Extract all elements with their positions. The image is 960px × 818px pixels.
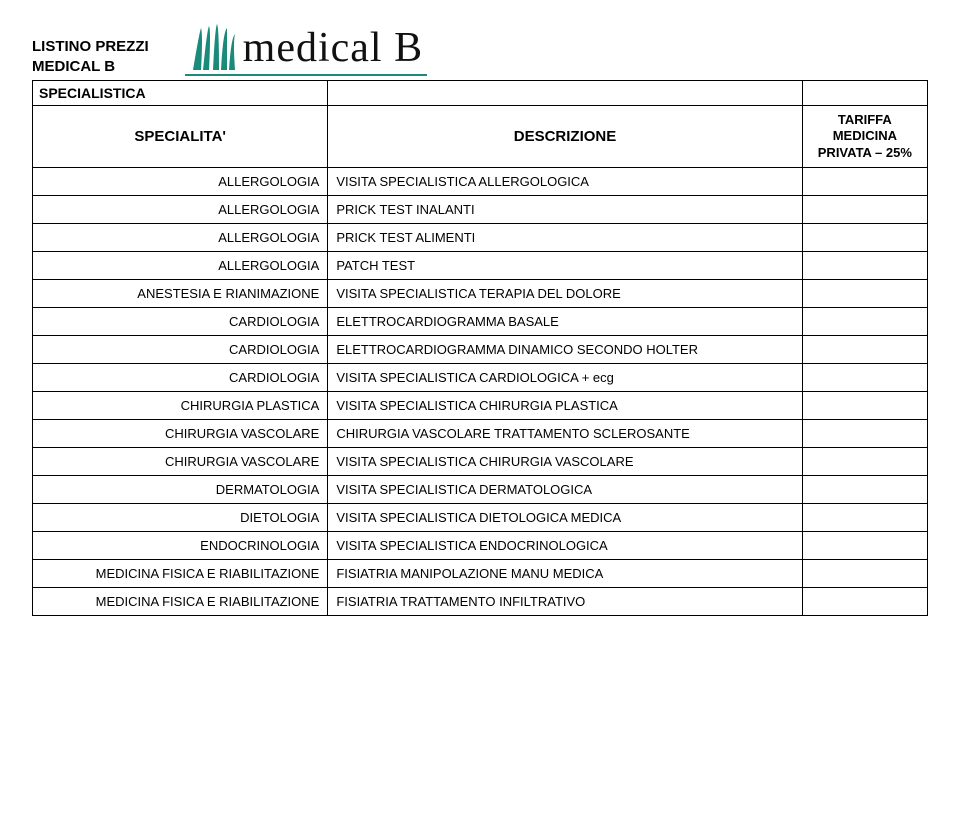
cell-descrizione: VISITA SPECIALISTICA TERAPIA DEL DOLORE: [328, 280, 802, 308]
cell-descrizione: CHIRURGIA VASCOLARE TRATTAMENTO SCLEROSA…: [328, 420, 802, 448]
title-line2: MEDICAL B: [32, 57, 149, 77]
cell-descrizione: ELETTROCARDIOGRAMMA BASALE: [328, 308, 802, 336]
cell-specialita: ALLERGOLOGIA: [33, 168, 328, 196]
section-label: SPECIALISTICA: [33, 81, 328, 106]
cell-specialita: ENDOCRINOLOGIA: [33, 532, 328, 560]
cell-tariffa: [802, 196, 927, 224]
cell-tariffa: [802, 392, 927, 420]
cell-tariffa: [802, 420, 927, 448]
table-row: ALLERGOLOGIAVISITA SPECIALISTICA ALLERGO…: [33, 168, 928, 196]
table-row: CARDIOLOGIAVISITA SPECIALISTICA CARDIOLO…: [33, 364, 928, 392]
cell-tariffa: [802, 308, 927, 336]
cell-tariffa: [802, 224, 927, 252]
cell-descrizione: VISITA SPECIALISTICA ENDOCRINOLOGICA: [328, 532, 802, 560]
table-row: CHIRURGIA VASCOLAREVISITA SPECIALISTICA …: [33, 448, 928, 476]
cell-specialita: CHIRURGIA VASCOLARE: [33, 448, 328, 476]
cell-tariffa: [802, 532, 927, 560]
cell-descrizione: PATCH TEST: [328, 252, 802, 280]
table-row: ALLERGOLOGIAPRICK TEST INALANTI: [33, 196, 928, 224]
cell-specialita: ANESTESIA E RIANIMAZIONE: [33, 280, 328, 308]
cell-specialita: CARDIOLOGIA: [33, 364, 328, 392]
cell-descrizione: VISITA SPECIALISTICA ALLERGOLOGICA: [328, 168, 802, 196]
cell-specialita: DIETOLOGIA: [33, 504, 328, 532]
cell-specialita: ALLERGOLOGIA: [33, 196, 328, 224]
cell-tariffa: [802, 280, 927, 308]
table-row: MEDICINA FISICA E RIABILITAZIONEFISIATRI…: [33, 560, 928, 588]
cell-specialita: ALLERGOLOGIA: [33, 252, 328, 280]
cell-descrizione: ELETTROCARDIOGRAMMA DINAMICO SECONDO HOL…: [328, 336, 802, 364]
cell-tariffa: [802, 448, 927, 476]
cell-tariffa: [802, 252, 927, 280]
table-row: ENDOCRINOLOGIAVISITA SPECIALISTICA ENDOC…: [33, 532, 928, 560]
table-row: DIETOLOGIAVISITA SPECIALISTICA DIETOLOGI…: [33, 504, 928, 532]
cell-tariffa: [802, 476, 927, 504]
cell-tariffa: [802, 588, 927, 616]
cell-tariffa: [802, 336, 927, 364]
grass-icon: [189, 24, 237, 72]
table-row: DERMATOLOGIAVISITA SPECIALISTICA DERMATO…: [33, 476, 928, 504]
table-row: CHIRURGIA VASCOLARECHIRURGIA VASCOLARE T…: [33, 420, 928, 448]
pricelist-table: SPECIALISTICA SPECIALITA' DESCRIZIONE TA…: [32, 80, 928, 616]
cell-descrizione: VISITA SPECIALISTICA CARDIOLOGICA + ecg: [328, 364, 802, 392]
cell-tariffa: [802, 560, 927, 588]
cell-specialita: MEDICINA FISICA E RIABILITAZIONE: [33, 588, 328, 616]
title-line1: LISTINO PREZZI: [32, 37, 149, 57]
cell-specialita: CARDIOLOGIA: [33, 308, 328, 336]
table-row: ALLERGOLOGIAPATCH TEST: [33, 252, 928, 280]
table-header-row: SPECIALITA' DESCRIZIONE TARIFFA MEDICINA…: [33, 106, 928, 168]
cell-specialita: CHIRURGIA VASCOLARE: [33, 420, 328, 448]
col-header-descrizione: DESCRIZIONE: [328, 106, 802, 168]
table-row: MEDICINA FISICA E RIABILITAZIONEFISIATRI…: [33, 588, 928, 616]
cell-tariffa: [802, 168, 927, 196]
col-header-specialita: SPECIALITA': [33, 106, 328, 168]
table-row: CARDIOLOGIAELETTROCARDIOGRAMMA BASALE: [33, 308, 928, 336]
title-block: LISTINO PREZZI MEDICAL B: [32, 37, 149, 76]
logo-text: medical B: [243, 24, 423, 72]
cell-specialita: DERMATOLOGIA: [33, 476, 328, 504]
cell-specialita: ALLERGOLOGIA: [33, 224, 328, 252]
cell-tariffa: [802, 504, 927, 532]
cell-descrizione: VISITA SPECIALISTICA DERMATOLOGICA: [328, 476, 802, 504]
cell-specialita: CHIRURGIA PLASTICA: [33, 392, 328, 420]
cell-descrizione: FISIATRIA TRATTAMENTO INFILTRATIVO: [328, 588, 802, 616]
cell-specialita: CARDIOLOGIA: [33, 336, 328, 364]
cell-tariffa: [802, 364, 927, 392]
section-blank-tar: [802, 81, 927, 106]
section-label-row: SPECIALISTICA: [33, 81, 928, 106]
table-row: CARDIOLOGIAELETTROCARDIOGRAMMA DINAMICO …: [33, 336, 928, 364]
col-header-tariffa: TARIFFA MEDICINA PRIVATA – 25%: [802, 106, 927, 168]
document-header: LISTINO PREZZI MEDICAL B medical B: [32, 24, 928, 76]
cell-specialita: MEDICINA FISICA E RIABILITAZIONE: [33, 560, 328, 588]
section-blank-desc: [328, 81, 802, 106]
cell-descrizione: FISIATRIA MANIPOLAZIONE MANU MEDICA: [328, 560, 802, 588]
table-row: CHIRURGIA PLASTICAVISITA SPECIALISTICA C…: [33, 392, 928, 420]
table-row: ALLERGOLOGIAPRICK TEST ALIMENTI: [33, 224, 928, 252]
table-row: ANESTESIA E RIANIMAZIONEVISITA SPECIALIS…: [33, 280, 928, 308]
cell-descrizione: PRICK TEST INALANTI: [328, 196, 802, 224]
cell-descrizione: VISITA SPECIALISTICA CHIRURGIA PLASTICA: [328, 392, 802, 420]
cell-descrizione: VISITA SPECIALISTICA CHIRURGIA VASCOLARE: [328, 448, 802, 476]
cell-descrizione: PRICK TEST ALIMENTI: [328, 224, 802, 252]
cell-descrizione: VISITA SPECIALISTICA DIETOLOGICA MEDICA: [328, 504, 802, 532]
table-body: ALLERGOLOGIAVISITA SPECIALISTICA ALLERGO…: [33, 168, 928, 616]
logo: medical B: [185, 24, 427, 76]
